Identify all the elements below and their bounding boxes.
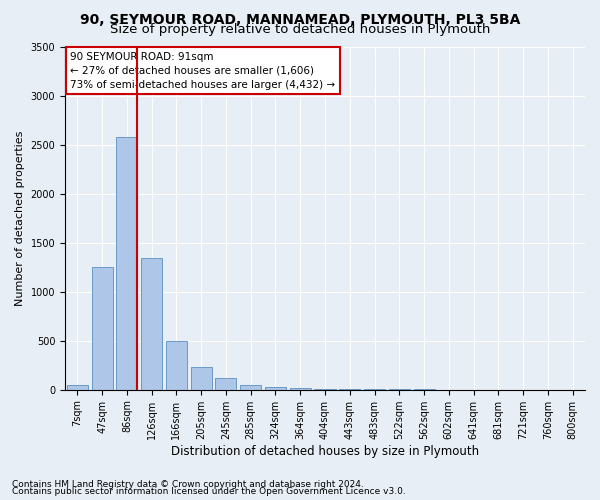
Y-axis label: Number of detached properties: Number of detached properties	[15, 130, 25, 306]
Text: 90, SEYMOUR ROAD, MANNAMEAD, PLYMOUTH, PL3 5BA: 90, SEYMOUR ROAD, MANNAMEAD, PLYMOUTH, P…	[80, 12, 520, 26]
X-axis label: Distribution of detached houses by size in Plymouth: Distribution of detached houses by size …	[171, 444, 479, 458]
Bar	[215, 378, 236, 390]
Bar	[116, 136, 137, 390]
Bar	[240, 385, 261, 390]
Text: Size of property relative to detached houses in Plymouth: Size of property relative to detached ho…	[110, 22, 490, 36]
Bar	[67, 385, 88, 390]
Bar	[141, 258, 162, 390]
Text: Contains HM Land Registry data © Crown copyright and database right 2024.: Contains HM Land Registry data © Crown c…	[12, 480, 364, 489]
Bar	[191, 366, 212, 390]
Bar	[92, 267, 113, 390]
Bar	[265, 387, 286, 390]
Bar	[166, 340, 187, 390]
Bar	[339, 388, 360, 390]
Text: 90 SEYMOUR ROAD: 91sqm
← 27% of detached houses are smaller (1,606)
73% of semi-: 90 SEYMOUR ROAD: 91sqm ← 27% of detached…	[70, 52, 335, 90]
Text: Contains public sector information licensed under the Open Government Licence v3: Contains public sector information licen…	[12, 487, 406, 496]
Bar	[290, 388, 311, 390]
Bar	[314, 388, 335, 390]
